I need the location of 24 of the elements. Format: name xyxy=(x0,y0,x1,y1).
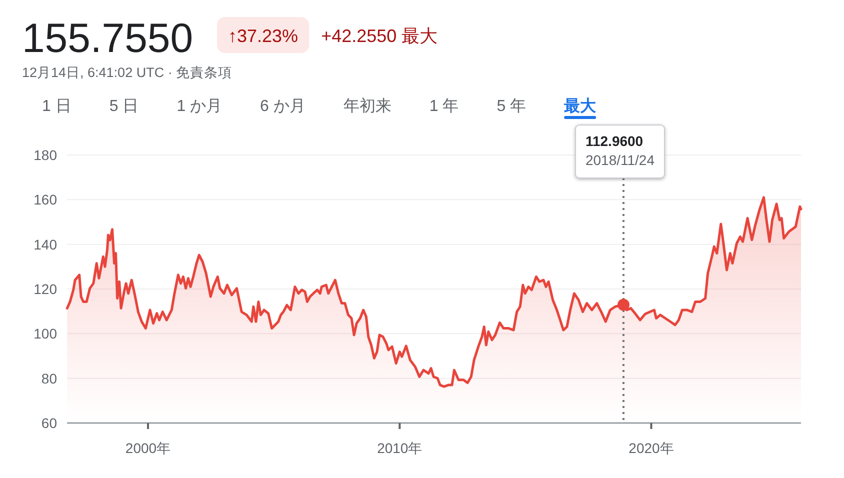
text: 112.9600 xyxy=(585,133,644,149)
y-tick-label: 140 xyxy=(34,236,58,252)
y-tick-label: 80 xyxy=(41,370,58,386)
text: 1 日 xyxy=(42,98,72,115)
y-tick-label: 120 xyxy=(34,281,58,297)
x-tick-label: 2000年 xyxy=(125,440,171,456)
text: 年初来 xyxy=(343,97,392,115)
x-tick-label: 2020年 xyxy=(628,440,674,456)
text: 12月14日, 6:41:02 UTC · 免責条項 xyxy=(22,65,232,80)
text: 5 年 xyxy=(496,98,526,115)
text: ↑37.23% xyxy=(228,26,298,46)
text: 1 年 xyxy=(429,98,459,115)
x-tick-label: 2010年 xyxy=(377,440,422,456)
text: 5 日 xyxy=(109,98,139,115)
text: +42.2550 最大 xyxy=(321,26,438,46)
y-tick-label: 180 xyxy=(34,147,58,163)
text: 最大 xyxy=(563,97,598,115)
y-tick-label: 160 xyxy=(34,192,58,208)
y-tick-label: 100 xyxy=(34,326,58,342)
text: 1 か月 xyxy=(176,98,222,115)
y-tick-label: 60 xyxy=(41,415,58,431)
text: 6 か月 xyxy=(260,98,306,115)
text: 155.7550 xyxy=(22,15,194,61)
annotation: 2018/11/24 xyxy=(585,152,655,168)
